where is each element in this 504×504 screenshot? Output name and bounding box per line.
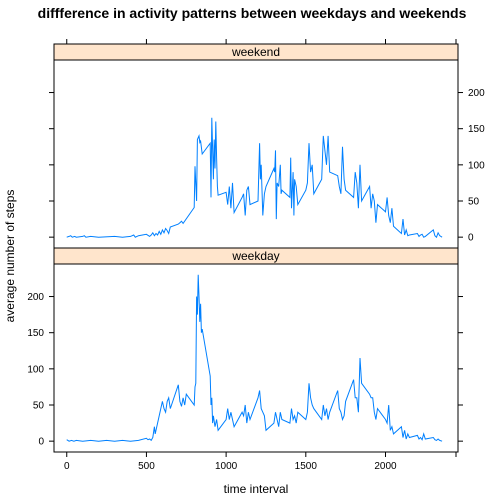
series-line-weekday	[66, 274, 443, 442]
x-tick-label: 1000	[215, 461, 238, 472]
y-tick-label-weekday: 200	[27, 292, 44, 303]
y-tick-label-weekday: 150	[27, 328, 44, 339]
y-tick-label-weekend: 0	[468, 233, 474, 244]
x-tick-label: 500	[138, 461, 155, 472]
x-tick-label: 2000	[374, 461, 397, 472]
y-axis-label: average number of steps	[3, 190, 17, 323]
y-tick-label-weekday: 100	[27, 364, 44, 375]
x-tick-label: 1500	[295, 461, 318, 472]
y-tick-label-weekday: 50	[33, 401, 45, 412]
series-line-weekend	[66, 117, 443, 239]
y-tick-label-weekday: 0	[38, 437, 44, 448]
plot-frame-weekend	[53, 59, 459, 249]
chart-title: diffference in activity patterns between…	[38, 5, 467, 21]
panel-weekend: weekend 0 50 100 150 200	[49, 43, 485, 249]
x-tick-label: 0	[64, 461, 70, 472]
y-tick-label-weekend: 200	[468, 88, 485, 99]
plot-frame-weekday	[53, 263, 459, 453]
x-axis-label: time interval	[224, 482, 289, 496]
y-tick-label-weekend: 150	[468, 124, 485, 135]
panel-weekday: weekday 0 50 100 150 200	[27, 247, 463, 453]
strip-label-weekend: weekend	[231, 45, 280, 59]
strip-label-weekday: weekday	[231, 249, 279, 263]
y-tick-label-weekend: 50	[468, 197, 480, 208]
y-tick-label-weekend: 100	[468, 160, 485, 171]
